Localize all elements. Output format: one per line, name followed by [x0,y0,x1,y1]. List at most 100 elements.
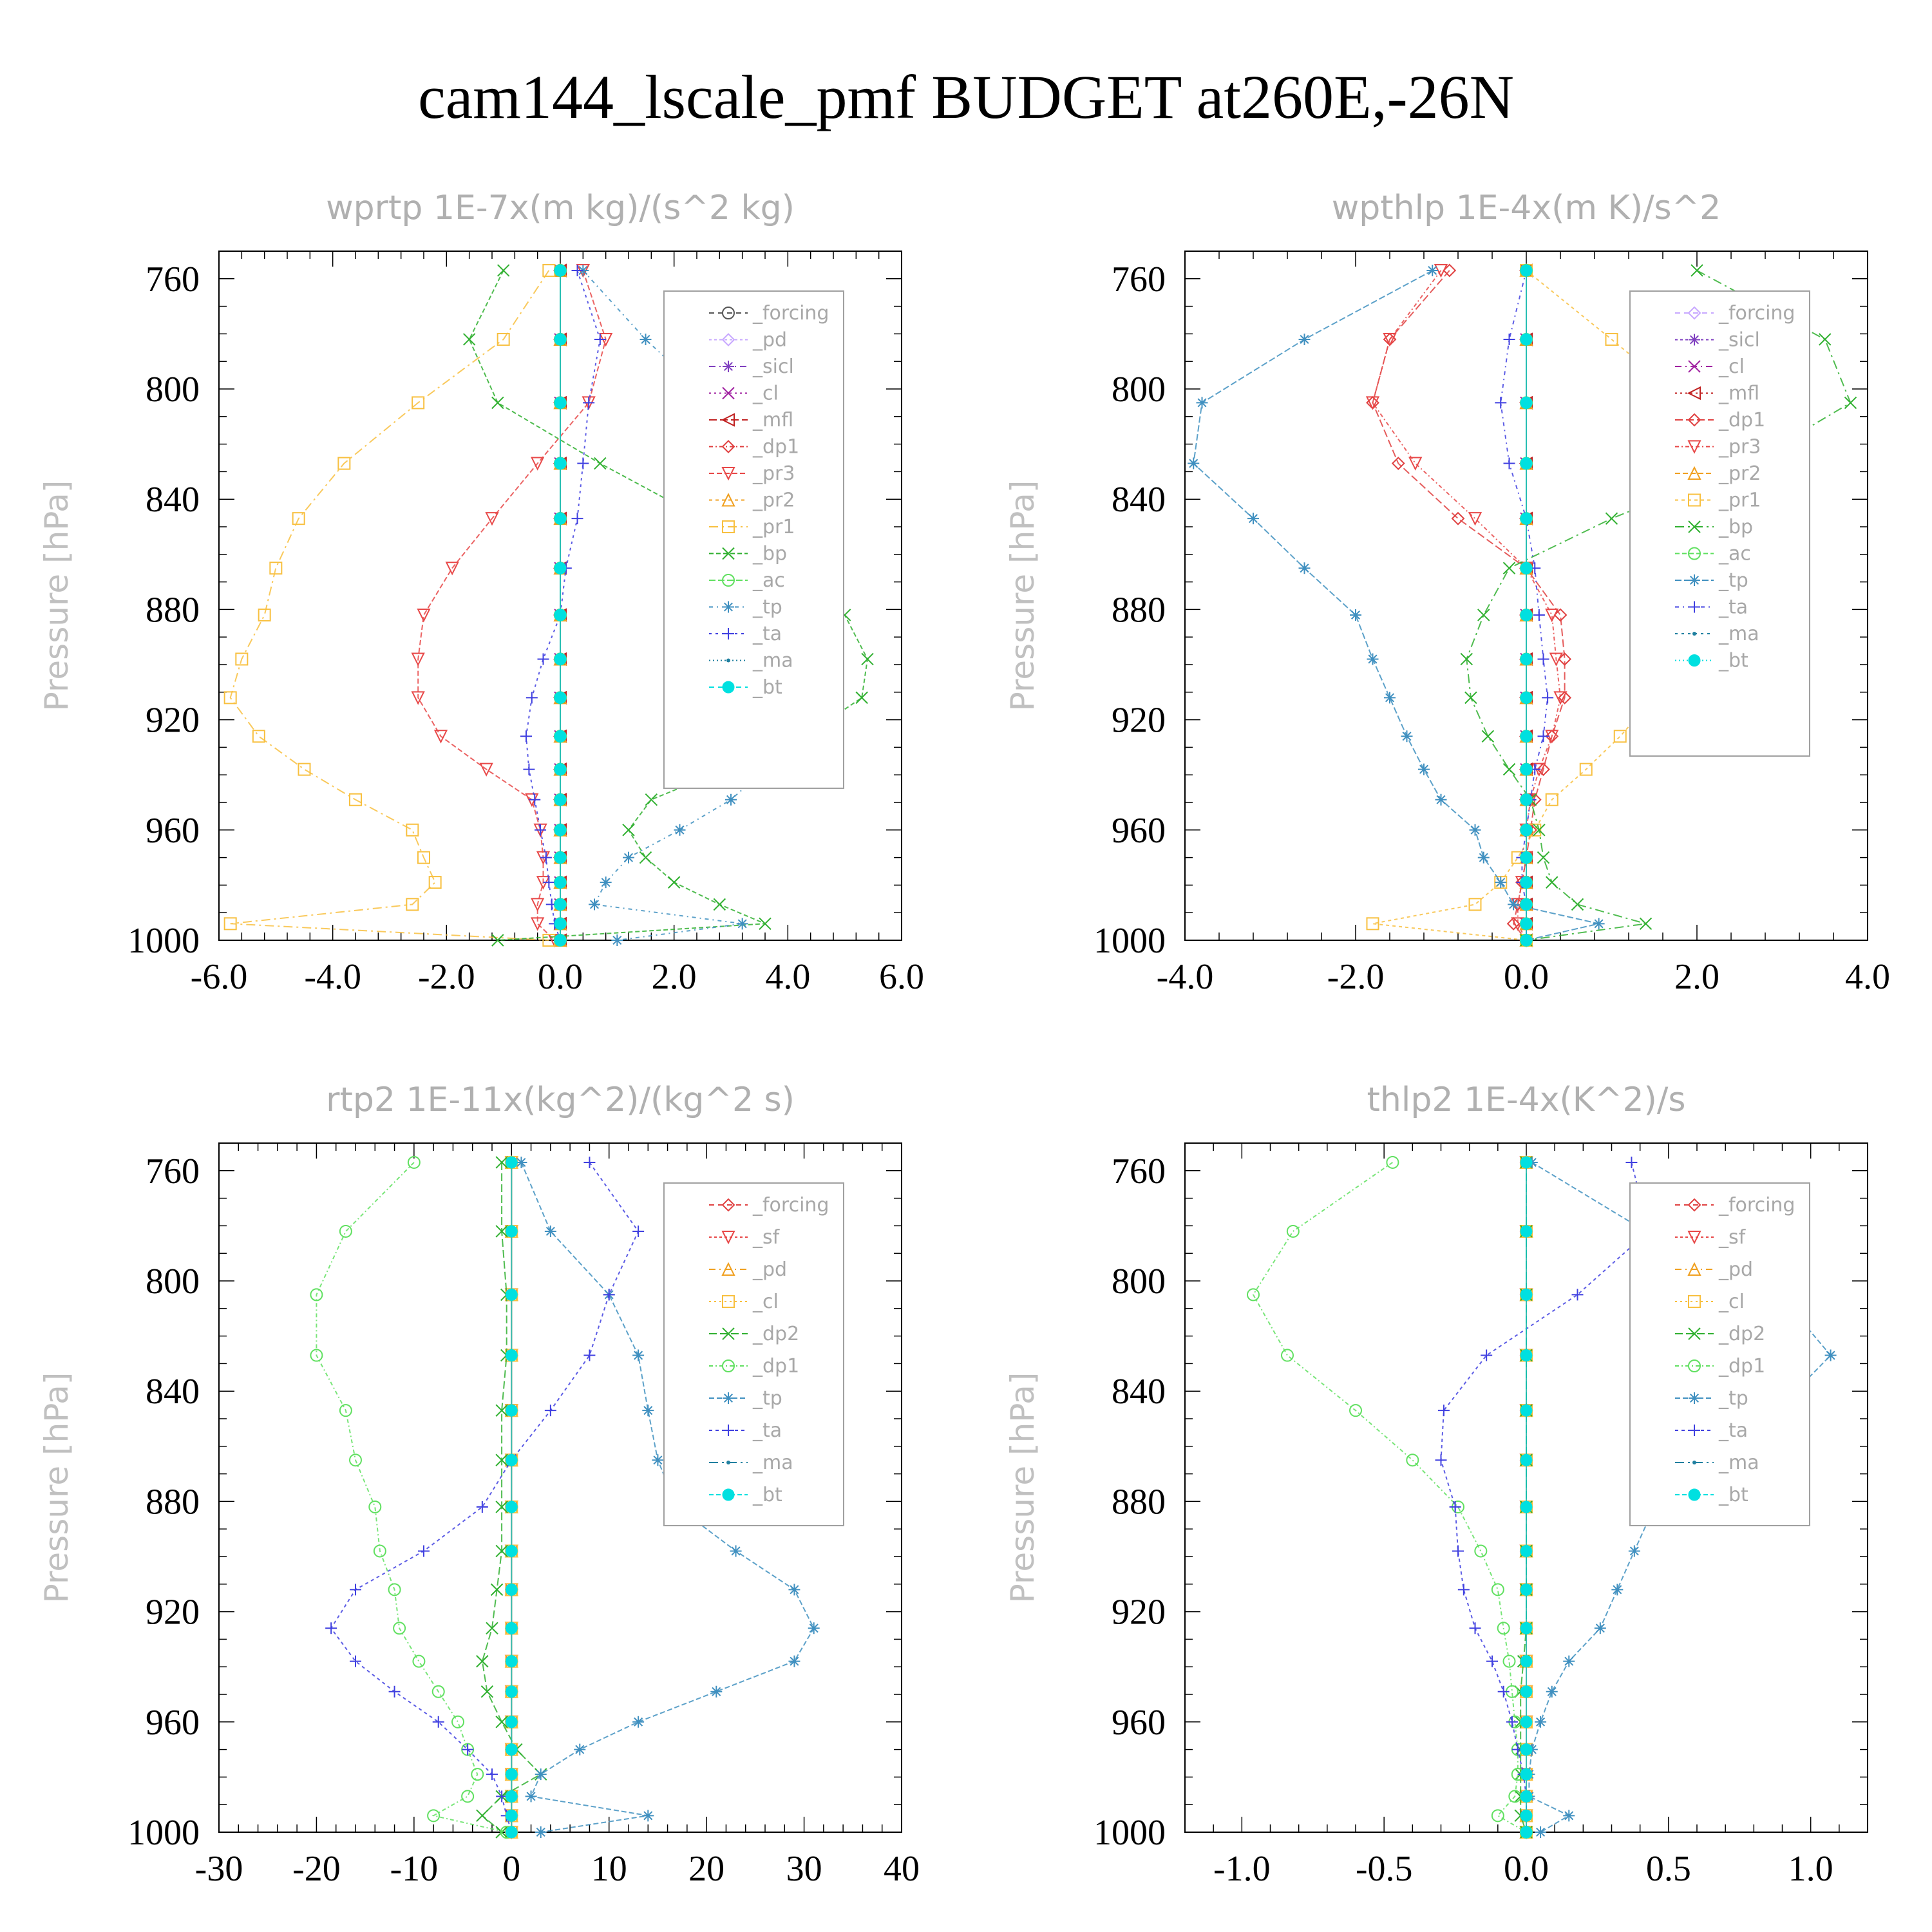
series-bt [554,264,567,947]
data-point [632,1716,645,1728]
data-point [1497,1622,1510,1635]
data-point [337,457,351,470]
data-point [1558,652,1572,666]
y-tick-label: 960 [146,1703,200,1743]
legend-label: _tp [752,1387,782,1410]
data-point [1495,397,1507,409]
data-point [1286,1224,1300,1238]
legend-marker [1688,493,1701,507]
data-point [1520,1809,1533,1822]
legend-label: _forcing [752,302,829,325]
y-tick-label: 760 [146,260,200,299]
legend-label: _pd [752,329,787,352]
data-point [1537,730,1549,743]
data-point [759,917,772,931]
data-point [1365,396,1380,410]
y-tick-label: 880 [1112,1482,1166,1522]
legend-marker [722,681,735,694]
data-point [1464,691,1477,705]
data-point [554,264,567,277]
legend-label: _ta [1718,596,1748,619]
chart-panel-2: wpthlp 1E-4x(m K)/s^2 Pressure [hPa] 760 80… [1004,189,1890,997]
legend-marker [1687,1262,1701,1276]
data-point [544,1405,556,1417]
legend-marker [722,1359,735,1372]
legend-marker [1687,386,1701,401]
legend-marker [723,628,734,639]
data-point [554,691,567,704]
series-dp1 [1366,263,1572,947]
panel-title: rtp2 1E-11x(kg^2)/(kg^2 s) [326,1081,795,1119]
legend: _forcing _sicl _cl _mfl _dp1 _pr3 _pr2 _pr1 _bp _… [1629,290,1810,757]
data-point [223,917,237,931]
data-point [1384,692,1396,704]
legend-marker [721,333,735,346]
data-point [407,1155,421,1169]
x-tick-label: 2.0 [1674,957,1719,997]
data-point [1533,609,1545,621]
data-point [505,1790,518,1803]
data-point [412,396,425,410]
data-point [1594,1622,1606,1634]
series-pr3 [411,263,613,948]
data-point [223,691,237,705]
data-point [571,513,583,525]
data-point [1520,1826,1533,1839]
data-point [1520,1288,1533,1301]
data-point [1520,917,1533,930]
legend-label: _sf [1718,1226,1747,1249]
data-point [1474,1544,1488,1558]
data-point [1386,1155,1399,1169]
data-point [505,1768,518,1781]
data-point [1520,1622,1533,1634]
data-point [505,1454,518,1466]
data-point [1520,652,1533,665]
data-point [1451,511,1465,526]
data-point [1571,898,1584,911]
data-point [1468,512,1482,526]
data-point [554,396,567,409]
y-tick-label: 760 [1112,260,1166,299]
data-point [388,1583,401,1596]
data-point [1426,264,1439,276]
y-tick-label: 960 [146,811,200,851]
data-point [350,1584,361,1596]
data-point [788,1655,800,1667]
data-point [583,1156,596,1168]
figure-title: cam144_lscale_pmf BUDGET at260E,-26N [418,62,1514,131]
data-point [1535,1716,1547,1728]
legend-marker [721,493,735,507]
legend-label: _ac [1718,543,1751,565]
data-point [1639,917,1653,931]
data-point [1844,396,1857,410]
data-point [495,1501,508,1513]
data-point [788,1584,800,1596]
data-point [554,652,567,665]
y-tick-label: 920 [1112,701,1166,741]
y-tick-label: 880 [1112,590,1166,630]
y-tick-label: 800 [146,370,200,410]
data-point [1520,1454,1533,1466]
legend-label: _cl [752,383,779,405]
data-point [639,333,652,345]
data-point [495,1156,508,1169]
data-point [531,898,545,912]
plot-frame [218,1142,902,1833]
data-point [1520,793,1533,806]
data-point [544,1225,556,1237]
legend-label: _pr1 [752,516,795,538]
series-dp1 [1247,1155,1533,1839]
data-point [1491,1809,1504,1823]
data-point [1520,898,1533,911]
x-tick-label: -2.0 [1327,957,1385,997]
y-tick-label: 840 [1112,1372,1166,1412]
series-line [1440,1162,1650,1832]
data-point [542,263,556,277]
y-tick-label: 920 [1112,1593,1166,1633]
x-tick-label: -2.0 [418,957,475,997]
data-point [497,264,510,277]
series-bt [1520,264,1533,947]
y-tick-label: 1000 [1094,921,1166,961]
x-tick-label: 40 [884,1849,920,1889]
data-point [339,1404,352,1417]
